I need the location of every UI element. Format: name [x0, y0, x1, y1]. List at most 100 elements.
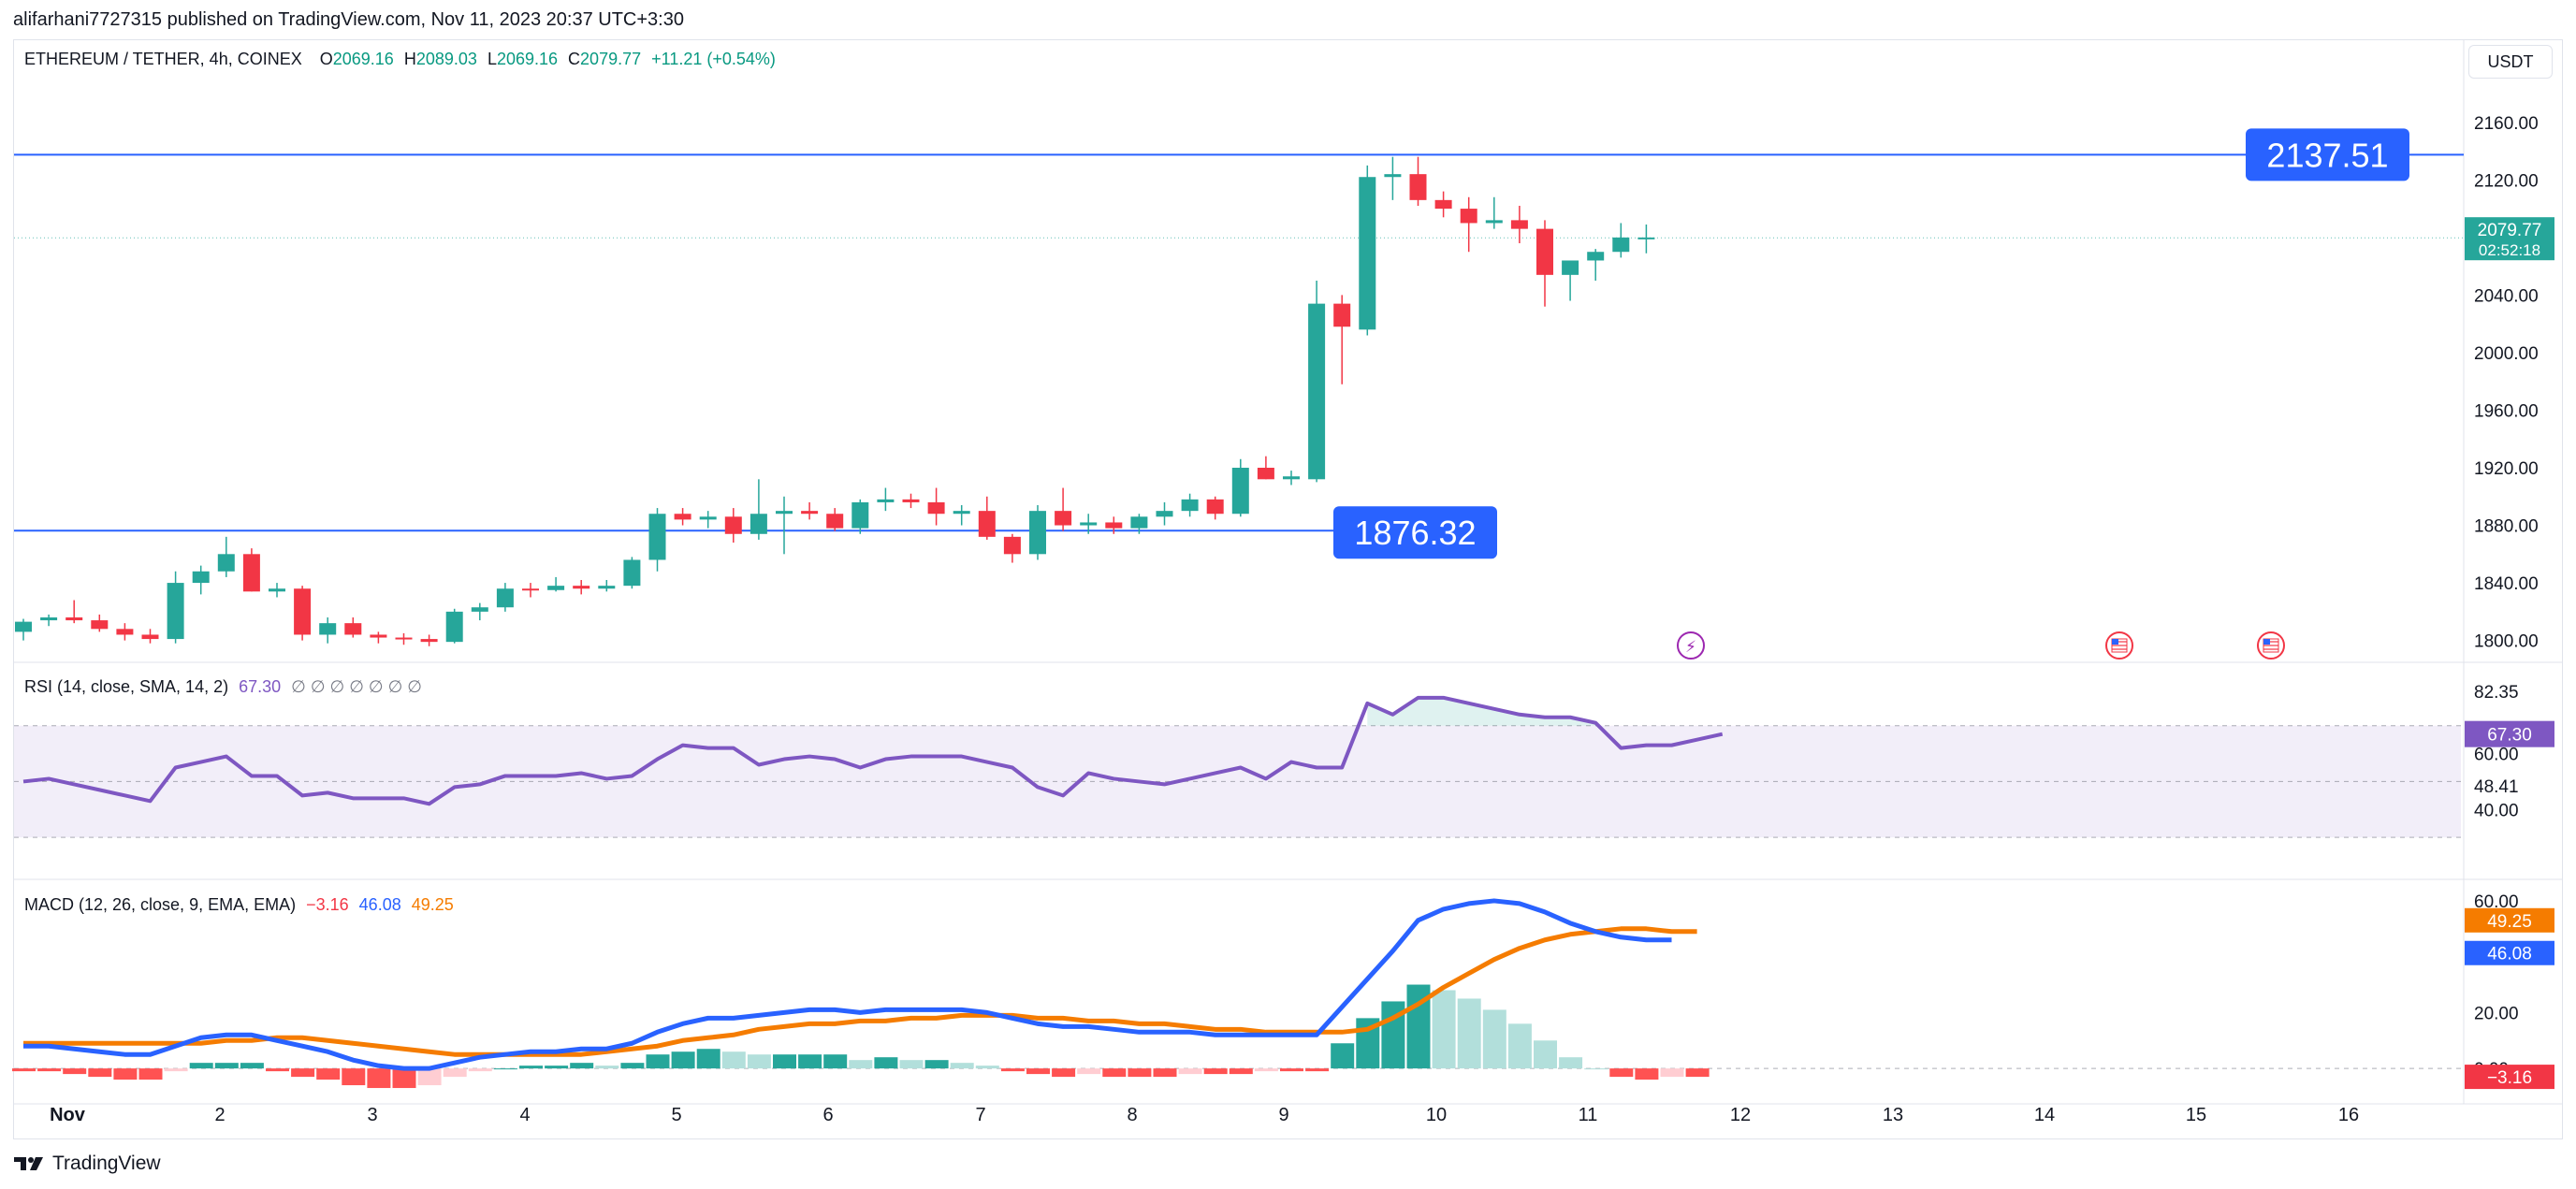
candle-body	[1206, 499, 1224, 515]
brand-name: TradingView	[52, 1153, 161, 1174]
time-tick-label: 12	[1730, 1105, 1751, 1125]
candle-body	[1384, 174, 1402, 178]
bar-countdown: 02:52:18	[2479, 241, 2540, 259]
macd-histogram-bar	[721, 1051, 746, 1069]
candle-body	[1029, 511, 1046, 555]
macd-histogram-bar	[443, 1068, 467, 1078]
candle-body	[242, 554, 260, 592]
rsi-line	[22, 695, 1724, 806]
macd-histogram-bar	[1102, 1068, 1127, 1078]
macd-histogram-bar	[1635, 1068, 1659, 1080]
time-tick-label: 9	[1278, 1105, 1288, 1125]
currency-button[interactable]: USDT	[2468, 45, 2553, 79]
candle-body	[167, 583, 184, 640]
candle-body	[927, 501, 945, 515]
macd-histogram-bar	[417, 1068, 442, 1086]
candle-body	[15, 621, 32, 632]
candle-body	[91, 620, 109, 630]
candle-body	[65, 617, 83, 621]
candle-body	[1283, 476, 1300, 480]
macd-histogram-bar	[1153, 1068, 1177, 1078]
macd-last-tag	[2465, 907, 2554, 933]
macd-histogram-bar	[1229, 1068, 1253, 1075]
candle-body	[1333, 303, 1351, 327]
candle-body	[648, 514, 666, 560]
rsi-tick-label: 60.00	[2474, 746, 2519, 765]
candle-body	[496, 588, 514, 608]
macd-last-value: −3.16	[2487, 1068, 2532, 1088]
macd-histogram-bar	[849, 1060, 873, 1069]
symbol-title[interactable]: ETHEREUM / TETHER, 4h, COINEX	[24, 50, 302, 68]
candle-body	[724, 516, 742, 534]
symbol-legend: ETHEREUM / TETHER, 4h, COINEX O2069.16 H…	[24, 50, 781, 69]
candle-body	[1510, 220, 1528, 229]
macd-histogram-bar	[1507, 1023, 1532, 1069]
open-value: 2069.16	[332, 50, 394, 68]
macd-legend: MACD (12, 26, close, 9, EMA, EMA) −3.16 …	[24, 895, 459, 915]
candle-body	[953, 511, 970, 515]
macd-histogram-bar	[874, 1057, 898, 1069]
macd-tick-label: 20.00	[2474, 1004, 2519, 1023]
candle-body	[1434, 199, 1452, 210]
candle-body	[1460, 209, 1477, 224]
candle-body	[851, 501, 869, 529]
macd-histogram-bar	[1254, 1068, 1278, 1072]
chart-frame[interactable]	[13, 39, 2563, 1139]
macd-histogram-bar	[138, 1068, 163, 1080]
candle-body	[269, 588, 285, 592]
time-tick-label: Nov	[50, 1105, 86, 1125]
rsi-band	[14, 725, 2461, 838]
macd-last-tag	[2465, 1065, 2554, 1090]
candle-body	[1257, 468, 1274, 480]
macd-histogram-bar	[291, 1068, 315, 1078]
macd-histogram-bar	[1432, 990, 1456, 1069]
tradingview-logo[interactable]: TradingView	[13, 1153, 161, 1175]
rsi-tick-label: 40.00	[2474, 801, 2519, 820]
time-tick-label: 15	[2186, 1105, 2206, 1125]
macd-histogram-bar	[1203, 1068, 1228, 1075]
level-label: 2137.51	[2266, 136, 2388, 174]
time-tick-label: 11	[1579, 1105, 1598, 1125]
macd-histogram-bar	[1482, 1009, 1506, 1069]
candle-body	[750, 514, 767, 534]
macd-histogram-bar	[1584, 1068, 1608, 1070]
rsi-title[interactable]: RSI (14, close, SMA, 14, 2)	[24, 677, 229, 696]
macd-title[interactable]: MACD (12, 26, close, 9, EMA, EMA)	[24, 895, 297, 914]
price-tick-label: 1800.00	[2474, 632, 2539, 652]
price-tick-label: 1840.00	[2474, 574, 2539, 594]
macd-hist-value: −3.16	[306, 895, 349, 914]
candle-body	[1562, 260, 1579, 275]
candle-body	[547, 586, 565, 590]
candle-body	[623, 559, 641, 587]
candle-body	[776, 511, 793, 515]
candle-body	[902, 499, 920, 502]
macd-histogram-bar	[367, 1068, 391, 1089]
macd-last-value: 49.25	[2487, 912, 2532, 932]
time-tick-label: 5	[671, 1105, 681, 1125]
price-tick-label: 2120.00	[2474, 171, 2539, 191]
macd-histogram-bar	[1660, 1068, 1684, 1078]
candle-body	[445, 611, 463, 643]
tradingview-icon	[14, 1157, 43, 1170]
macd-histogram-bar	[266, 1068, 289, 1072]
candle-body	[1637, 237, 1655, 239]
rsi-last-tag	[2465, 720, 2554, 747]
candle-body	[1587, 252, 1605, 261]
rsi-value: 67.30	[239, 677, 282, 696]
macd-histogram-bar	[646, 1054, 670, 1069]
macd-value: 46.08	[358, 895, 401, 914]
macd-histogram-bar	[899, 1060, 924, 1069]
macd-signal-line	[23, 926, 1697, 1057]
rsi-last-value: 67.30	[2487, 726, 2532, 746]
macd-histogram-bar	[1280, 1068, 1303, 1072]
macd-last-value: 46.08	[2487, 945, 2532, 964]
time-tick-label: 16	[2338, 1105, 2359, 1125]
rsi-extra: ∅ ∅ ∅ ∅ ∅ ∅ ∅	[291, 677, 422, 696]
macd-histogram-bar	[493, 1068, 517, 1070]
macd-histogram-bar	[88, 1068, 112, 1078]
time-tick-label: 6	[822, 1105, 833, 1125]
macd-histogram-bar	[671, 1051, 695, 1069]
level-label-box	[1333, 506, 1497, 559]
macd-histogram-bar	[12, 1068, 36, 1072]
